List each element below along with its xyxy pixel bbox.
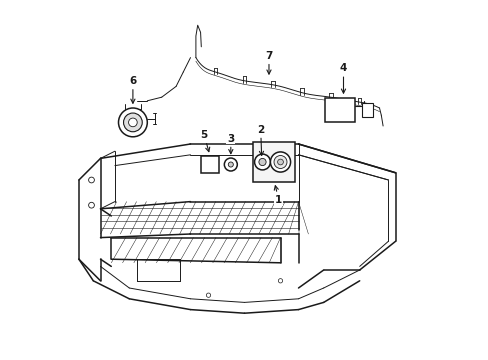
Circle shape — [206, 293, 210, 297]
Text: 1: 1 — [274, 186, 282, 205]
Circle shape — [88, 177, 94, 183]
Text: 4: 4 — [339, 63, 346, 93]
Circle shape — [254, 154, 270, 170]
Bar — [362, 103, 372, 117]
Circle shape — [277, 159, 283, 165]
Circle shape — [228, 162, 233, 167]
Circle shape — [278, 279, 282, 283]
Text: 6: 6 — [129, 76, 136, 103]
Circle shape — [224, 158, 237, 171]
Circle shape — [258, 158, 265, 166]
Bar — [201, 156, 218, 173]
Circle shape — [118, 108, 147, 137]
Bar — [253, 142, 294, 182]
Text: 2: 2 — [257, 125, 264, 156]
Circle shape — [88, 202, 94, 208]
Circle shape — [128, 118, 137, 127]
Circle shape — [123, 113, 142, 132]
Text: 7: 7 — [265, 51, 272, 74]
Circle shape — [270, 152, 290, 172]
Circle shape — [273, 156, 286, 168]
Text: 3: 3 — [227, 134, 234, 154]
Text: 5: 5 — [200, 130, 209, 152]
Bar — [324, 98, 354, 122]
